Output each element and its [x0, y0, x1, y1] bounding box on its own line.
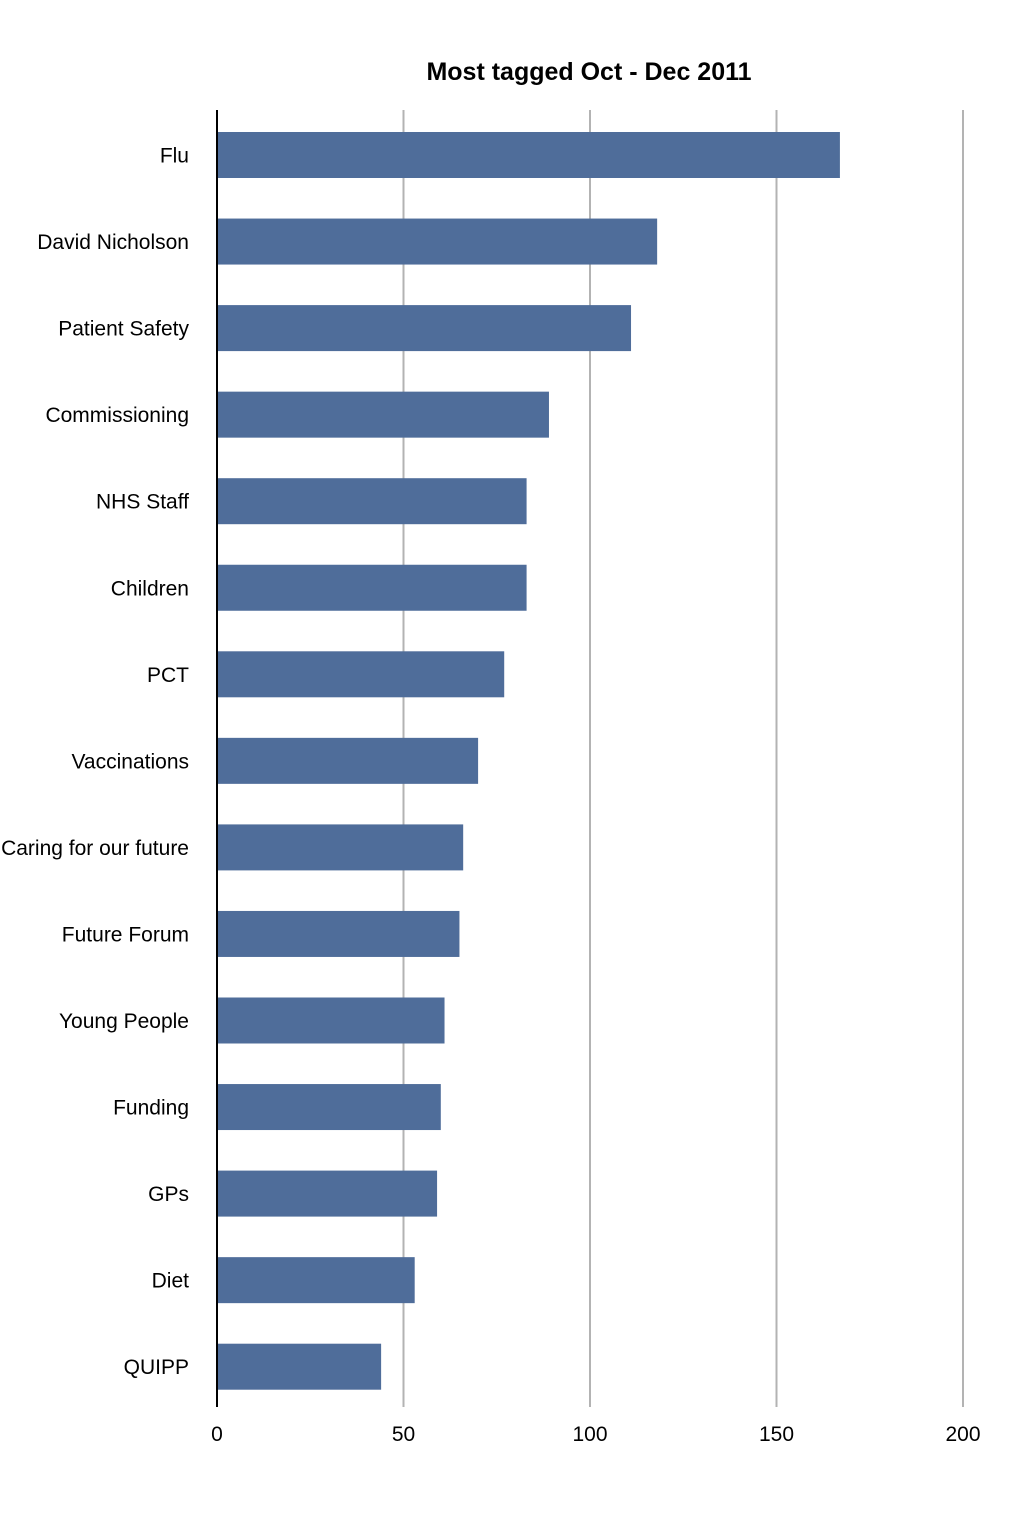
chart-title: Most tagged Oct - Dec 2011: [426, 58, 751, 86]
category-label: Children: [111, 577, 189, 600]
category-label: NHS Staff: [96, 491, 189, 514]
bars: [217, 132, 840, 1390]
x-tick-labels: 0 50 100 150 200: [211, 1423, 980, 1446]
bar: [217, 478, 527, 525]
category-label: Patient Safety: [58, 318, 189, 341]
category-label: Flu: [160, 145, 189, 168]
gridlines: [402, 110, 964, 1407]
x-tick-label: 200: [945, 1423, 980, 1446]
bar: [217, 218, 658, 265]
bar: [217, 391, 549, 438]
bar: [217, 1170, 438, 1217]
bar: [217, 1343, 382, 1390]
bar: [217, 1084, 441, 1131]
category-label: Funding: [113, 1097, 189, 1120]
category-label: GPs: [148, 1183, 189, 1206]
category-label: Young People: [59, 1010, 189, 1033]
category-label: Diet: [152, 1270, 190, 1293]
bar: [217, 564, 527, 611]
x-tick-label: 0: [211, 1423, 223, 1446]
category-label: QUIPP: [124, 1356, 189, 1379]
category-label: Vaccinations: [71, 750, 189, 773]
category-label: Commissioning: [45, 404, 189, 427]
bar: [217, 305, 632, 352]
bar: [217, 1257, 415, 1304]
bar: [217, 651, 505, 698]
bar: [217, 132, 840, 178]
bar: [217, 997, 445, 1044]
x-tick-label: 100: [572, 1423, 607, 1446]
category-labels: Flu David Nicholson Patient Safety Commissi…: [1, 145, 189, 1380]
bar: [217, 824, 464, 871]
category-label: Caring for our future: [1, 837, 189, 860]
x-tick-label: 50: [392, 1423, 415, 1446]
category-label: PCT: [147, 664, 189, 687]
x-tick-label: 150: [759, 1423, 794, 1446]
bar: [217, 910, 460, 957]
category-label: David Nicholson: [37, 231, 189, 254]
category-label: Future Forum: [62, 923, 189, 946]
bar: [217, 737, 479, 784]
